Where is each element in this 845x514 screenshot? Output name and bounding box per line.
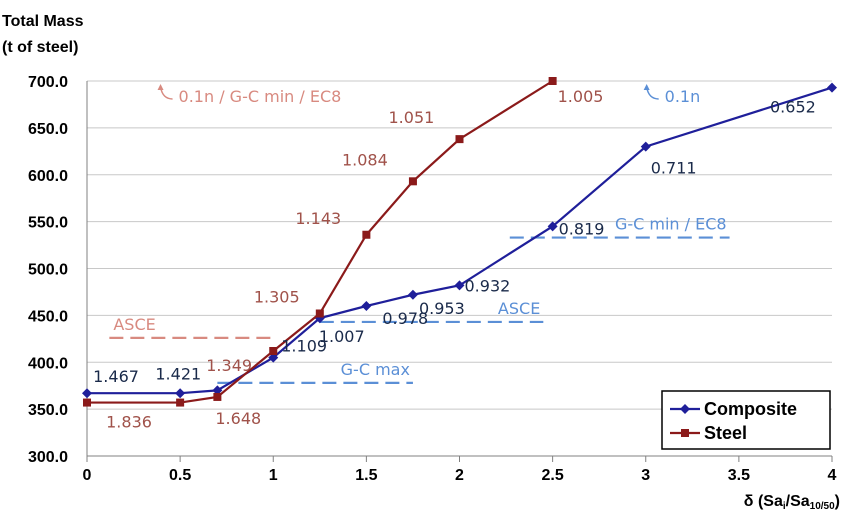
x-tick-label: 0	[83, 467, 92, 484]
data-point-steel	[315, 309, 324, 318]
reference-line-label: G-C max	[341, 360, 410, 379]
y-tick-label: 600.0	[28, 168, 68, 185]
data-point-composite	[212, 385, 223, 396]
data-label-composite: 0.819	[559, 219, 605, 238]
data-label-composite: 0.652	[770, 98, 816, 117]
y-tick-label: 400.0	[28, 355, 68, 372]
x-tick-label: 2	[455, 467, 464, 484]
data-label-steel: 1.084	[342, 150, 388, 169]
reference-line-label: ASCE	[498, 299, 540, 318]
x-tick-label: 3.5	[728, 467, 750, 484]
data-point-steel	[455, 135, 464, 144]
data-label-composite: 0.932	[465, 276, 511, 295]
data-label-composite: 1.421	[155, 364, 201, 383]
data-point-steel	[213, 392, 222, 401]
data-label-composite: 1.109	[281, 337, 327, 356]
y-axis-label-line1: Total Mass	[2, 13, 84, 30]
y-tick-label: 450.0	[28, 308, 68, 325]
annotations: 0.1n / G-C min / EC8 0.1n	[157, 83, 701, 106]
data-point-steel	[548, 77, 557, 85]
data-label-composite: 0.711	[651, 159, 697, 178]
series	[82, 77, 837, 407]
reference-line-label: ASCE	[113, 315, 155, 334]
x-tick-label: 3	[641, 467, 650, 484]
x-tick-label: 1.5	[355, 467, 377, 484]
data-point-composite	[268, 352, 279, 363]
legend: Composite Steel	[661, 390, 831, 450]
legend-label-steel: Steel	[704, 423, 747, 443]
x-tick-label: 0.5	[169, 467, 191, 484]
data-label-steel: 1.836	[106, 413, 152, 432]
data-point-steel	[83, 398, 91, 407]
y-tick-label: 350.0	[28, 402, 68, 419]
x-axis-label: δ (Sai/Sa10/50)	[744, 493, 840, 512]
data-point-composite	[827, 82, 837, 93]
data-label-composite: 1.467	[93, 367, 139, 386]
data-label-steel: 1.005	[558, 87, 604, 106]
y-tick-label: 500.0	[28, 262, 68, 279]
data-label-steel: 1.648	[215, 409, 261, 428]
legend-marker-composite	[680, 404, 690, 414]
annotation-label: 0.1n / G-C min / EC8	[179, 87, 342, 106]
data-point-steel	[176, 398, 185, 407]
data-label-composite: 1.007	[319, 327, 365, 346]
reference-lines: G-C max ASCE G-C min / EC8 ASCE	[109, 215, 730, 384]
legend-marker-steel	[681, 429, 689, 437]
y-tick-label: 700.0	[28, 74, 68, 91]
data-label-steel: 1.051	[389, 108, 435, 127]
data-point-composite	[82, 388, 92, 399]
x-tick-labels: 0 0.5 1 1.5 2 2.5 3 3.5 4	[83, 467, 837, 484]
x-tick-label: 1	[269, 467, 278, 484]
data-label-steel: 1.143	[295, 209, 341, 228]
data-label-steel: 1.305	[254, 288, 300, 307]
x-tick-label: 2.5	[542, 467, 564, 484]
data-point-composite	[361, 301, 372, 311]
data-point-steel	[362, 230, 371, 239]
data-point-composite	[407, 289, 418, 300]
legend-label-composite: Composite	[704, 399, 797, 419]
data-label-composite: 0.953	[419, 299, 465, 318]
data-label-composite: 0.978	[382, 309, 428, 328]
data-point-composite	[640, 141, 651, 152]
y-tick-labels: 300.0 350.0 400.0 450.0 500.0 550.0 600.0 650.0…	[28, 74, 68, 466]
gridlines	[87, 80, 832, 410]
data-point-composite	[454, 280, 465, 291]
data-point-composite	[547, 221, 558, 232]
y-axis-label-line2: (t of steel)	[2, 39, 78, 56]
y-tick-label: 300.0	[28, 449, 68, 466]
legend-box	[661, 390, 831, 450]
y-tick-label: 650.0	[28, 121, 68, 138]
reference-line-label: G-C min / EC8	[615, 215, 727, 234]
annotation-label: 0.1n	[665, 87, 701, 106]
annotation-arrowhead	[643, 83, 650, 90]
data-point-steel	[408, 177, 417, 186]
data-label-steel: 1.349	[206, 356, 252, 375]
y-tick-label: 550.0	[28, 215, 68, 232]
x-tick-label: 4	[828, 467, 837, 484]
data-point-steel	[269, 347, 278, 355]
annotation-arrowhead	[157, 83, 164, 90]
series-line-composite	[87, 86, 833, 395]
data-point-composite	[175, 388, 186, 399]
